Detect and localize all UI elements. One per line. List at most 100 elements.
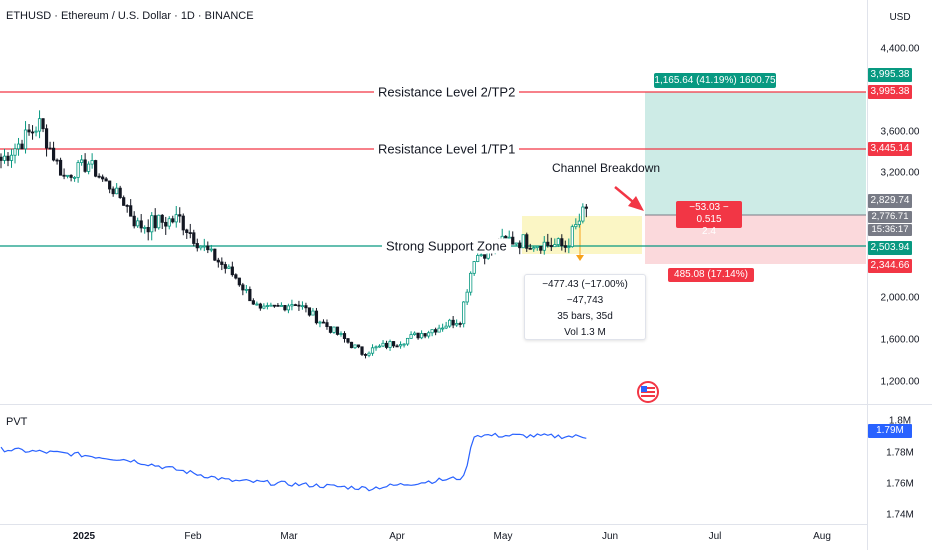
candle-body[interactable] [41,118,45,130]
candle-body[interactable] [472,261,476,274]
candle-body[interactable] [370,347,375,354]
candle-body[interactable] [455,323,459,326]
candle-body[interactable] [441,327,445,330]
candle-body[interactable] [206,245,210,251]
candle-body[interactable] [381,342,385,347]
candle-body[interactable] [37,118,42,132]
candle-body[interactable] [465,291,469,303]
support-label[interactable]: Strong Support Zone [382,238,511,254]
candle-body[interactable] [290,304,294,307]
candle-body[interactable] [244,288,248,291]
pvt-indicator-label[interactable]: PVT [6,416,28,428]
candle-body[interactable] [556,238,560,245]
candle-body[interactable] [398,344,403,347]
resistance-1-label[interactable]: Resistance Level 1/TP1 [374,141,520,157]
candle-body[interactable] [328,326,333,333]
candle-body[interactable] [405,337,410,345]
candle-body[interactable] [132,215,136,227]
candle-body[interactable] [570,226,574,248]
candle-body[interactable] [388,341,392,348]
candle-body[interactable] [346,338,350,343]
candle-body[interactable] [164,221,168,227]
candle-body[interactable] [251,300,255,305]
candle-body[interactable] [255,303,259,306]
candle-body[interactable] [129,205,133,217]
candle-body[interactable] [304,305,308,309]
candle-body[interactable] [567,246,571,249]
candle-body[interactable] [6,155,10,161]
candle-body[interactable] [542,241,546,251]
candle-body[interactable] [293,304,298,307]
candle-body[interactable] [430,329,434,334]
candle-body[interactable] [321,321,326,324]
candle-body[interactable] [62,174,66,177]
candle-body[interactable] [65,174,70,177]
candle-body[interactable] [528,247,532,250]
candle-body[interactable] [27,129,31,133]
candle-body[interactable] [115,187,119,195]
candle-body[interactable] [539,245,543,251]
candle-body[interactable] [55,159,59,162]
candle-body[interactable] [563,245,567,248]
candle-body[interactable] [48,147,52,150]
candle-body[interactable] [279,305,284,307]
candle-body[interactable] [412,332,417,335]
candle-body[interactable] [384,342,389,348]
candle-body[interactable] [51,147,56,161]
pvt-line[interactable] [0,432,587,492]
candle-body[interactable] [230,266,234,276]
candle-body[interactable] [223,264,227,269]
candle-body[interactable] [518,242,522,249]
candle-body[interactable] [318,321,322,324]
candle-body[interactable] [58,159,63,176]
candlestick-series[interactable] [0,110,588,359]
candle-body[interactable] [342,333,347,339]
candle-body[interactable] [143,227,147,229]
candle-body[interactable] [248,288,252,302]
candle-body[interactable] [483,254,487,259]
candle-body[interactable] [437,327,441,333]
candle-body[interactable] [419,333,424,339]
candle-body[interactable] [185,229,189,233]
channel-breakdown-label[interactable]: Channel Breakdown [552,161,661,175]
candle-body[interactable] [16,143,21,150]
candle-body[interactable] [178,214,182,217]
candle-body[interactable] [574,224,578,228]
candle-body[interactable] [20,143,24,150]
candle-body[interactable] [209,248,213,251]
candle-body[interactable] [104,178,108,182]
candle-body[interactable] [181,215,185,231]
candle-body[interactable] [532,247,536,250]
candle-body[interactable] [9,154,14,161]
candle-body[interactable] [269,304,273,307]
candle-body[interactable] [427,332,431,337]
candle-body[interactable] [125,205,129,207]
candle-body[interactable] [311,310,315,316]
candle-body[interactable] [507,236,511,239]
candle-body[interactable] [80,159,84,163]
candle-body[interactable] [332,326,336,333]
candle-body[interactable] [553,244,557,248]
candle-body[interactable] [423,333,427,337]
candle-body[interactable] [90,160,94,165]
candle-body[interactable] [174,214,178,223]
candle-body[interactable] [451,319,455,326]
candle-body[interactable] [297,304,301,307]
candle-body[interactable] [118,187,122,199]
candle-body[interactable] [69,174,73,178]
candle-body[interactable] [349,341,354,349]
candle-body[interactable] [192,232,196,244]
candle-body[interactable] [581,206,585,222]
candle-body[interactable] [272,304,276,307]
candle-body[interactable] [300,305,305,308]
candle-body[interactable] [307,307,312,316]
candle-body[interactable] [402,343,406,346]
candle-body[interactable] [584,206,588,209]
candle-body[interactable] [0,156,3,161]
candle-body[interactable] [265,305,269,307]
target-zone[interactable] [645,92,866,215]
candle-body[interactable] [87,163,91,172]
candle-body[interactable] [395,345,399,348]
candle-body[interactable] [258,303,262,309]
candle-body[interactable] [97,175,101,178]
